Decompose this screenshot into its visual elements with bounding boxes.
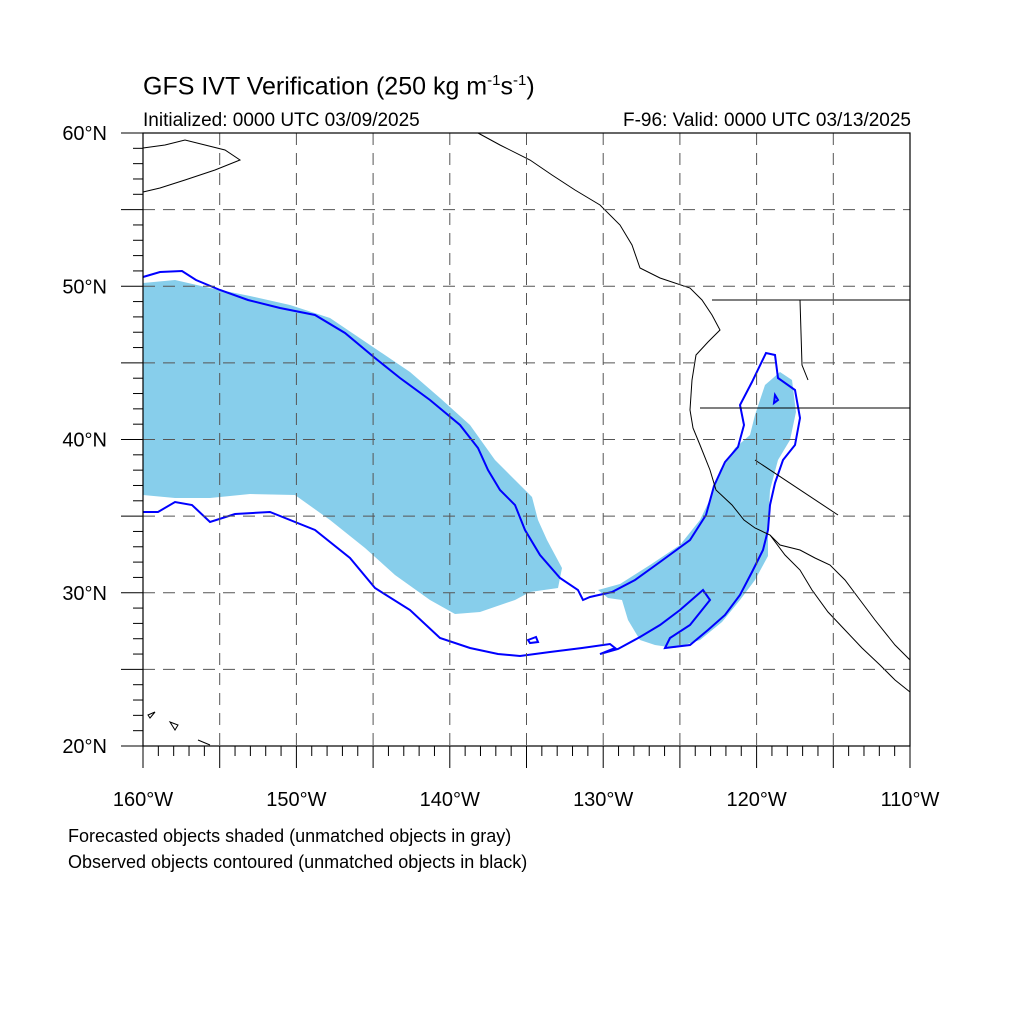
lat-label: 50°N: [62, 276, 107, 298]
lon-labels: 160°W 150°W 140°W 130°W 120°W 110°W: [113, 789, 940, 811]
alaska-coast: [142, 139, 242, 193]
forecast-legend-note: Forecasted objects shaded (unmatched obj…: [68, 826, 512, 846]
hawaii-islands: [147, 711, 211, 746]
lon-label: 130°W: [573, 789, 633, 811]
forecast-objects: [143, 280, 796, 648]
axis-ticks: [121, 132, 911, 768]
lat-label: 60°N: [62, 123, 107, 145]
lon-label: 140°W: [420, 789, 480, 811]
map-frame: [142, 132, 911, 747]
lat-label: 20°N: [62, 736, 107, 758]
observed-objects: [142, 269, 802, 658]
observed-legend-note: Observed objects contoured (unmatched ob…: [68, 852, 528, 872]
map-title: GFS IVT Verification (250 kg m-1s-1): [143, 72, 535, 101]
lat-labels: 60°N 50°N 40°N 30°N 20°N: [62, 123, 107, 758]
graticule: [143, 133, 910, 746]
valid-time-label: F-96: Valid: 0000 UTC 03/13/2025: [623, 110, 911, 131]
us-state-boundary-3: [799, 299, 809, 381]
lat-label: 40°N: [62, 430, 107, 452]
baja-coast: [769, 534, 911, 693]
observed-object-small-1: [526, 635, 540, 645]
forecast-object-offshore: [143, 280, 562, 614]
north-america-coast: [477, 132, 911, 661]
lon-label: 110°W: [881, 789, 940, 811]
initialized-label: Initialized: 0000 UTC 03/09/2025: [143, 110, 420, 131]
us-state-boundary-2: [754, 459, 839, 516]
lon-label: 160°W: [113, 789, 173, 811]
forecast-object-coastal: [598, 372, 796, 648]
lon-label: 150°W: [266, 789, 326, 811]
lat-label: 30°N: [62, 583, 107, 605]
coastlines: [142, 132, 911, 746]
lon-label: 120°W: [726, 789, 786, 811]
observed-object-main: [142, 269, 802, 658]
observed-object-small-2: [772, 392, 780, 406]
